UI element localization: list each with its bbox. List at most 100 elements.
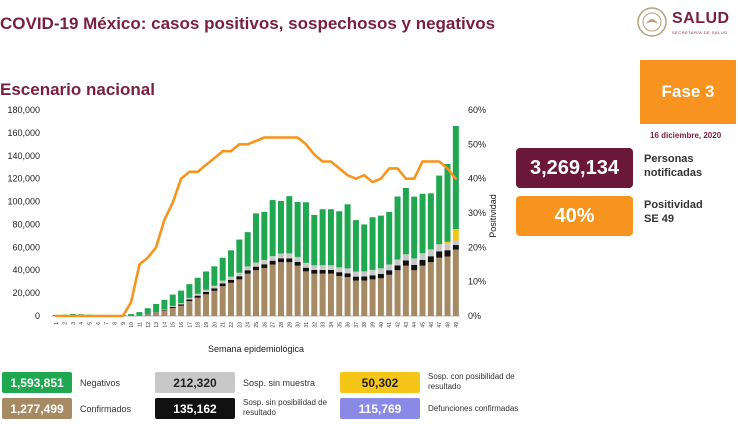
bar-segment (178, 305, 185, 316)
bar-segment (211, 285, 218, 289)
chart-subtitle: Escenario nacional (0, 80, 155, 99)
bar-segment (369, 279, 376, 316)
legend-confirmados-value: 1,277,499 (2, 398, 72, 419)
bar-segment (344, 268, 351, 274)
y2-tick-label: 0% (468, 311, 481, 321)
y2-tick-label: 30% (468, 208, 486, 218)
legend-sosp-con-posibilidad-value: 50,302 (340, 372, 420, 393)
salud-logo: SALUD SECRETARÍA DE SALUD (636, 6, 736, 42)
bar-segment (253, 213, 259, 263)
y-tick-label: 20,000 (12, 288, 40, 298)
bar-segment (261, 267, 268, 316)
bar-segment (294, 265, 301, 316)
bar-segment (319, 269, 326, 274)
y2-tick-label: 40% (468, 174, 486, 184)
bar-segment (286, 262, 293, 316)
bar-segment (361, 280, 368, 316)
x-tick-label: 21 (221, 322, 227, 328)
bar-segment (452, 245, 459, 250)
bar-segment (269, 200, 276, 257)
x-tick-label: 10 (129, 322, 135, 328)
chart-bars (53, 126, 459, 316)
bar-segment (369, 269, 376, 276)
bar-segment (219, 257, 226, 281)
x-tick-label: 29 (287, 322, 293, 328)
bar-segment (203, 271, 210, 290)
y-tick-label: 0 (35, 311, 40, 321)
bar-segment (286, 258, 293, 263)
bar-segment (253, 266, 259, 271)
x-tick-label: 48 (446, 322, 452, 328)
y-tick-label: 100,000 (7, 197, 40, 207)
bar-segment (361, 276, 368, 281)
bar-segment (436, 257, 443, 316)
x-tick-label: 19 (204, 322, 210, 328)
x-tick-label: 16 (179, 322, 185, 328)
bar-segment (253, 270, 259, 316)
legend-sosp-sin-posibilidad-value: 135,162 (155, 398, 235, 419)
bar-segment (203, 294, 210, 316)
bar-segment (169, 307, 176, 316)
bar-segment (169, 306, 176, 308)
x-tick-label: 30 (296, 322, 302, 328)
bar-segment (302, 262, 309, 268)
x-tick-label: 44 (412, 322, 418, 328)
bar-segment (211, 290, 218, 316)
x-tick-label: 35 (337, 322, 343, 328)
x-tick-label: 40 (379, 322, 385, 328)
bar-segment (186, 297, 193, 300)
bar-segment (128, 314, 135, 316)
x-tick-label: 27 (271, 322, 277, 328)
x-tick-label: 25 (254, 322, 260, 328)
bar-segment (169, 294, 176, 307)
y-tick-label: 140,000 (7, 151, 40, 161)
bar-segment (427, 256, 434, 263)
x-tick-label: 18 (196, 322, 202, 328)
bar-segment (161, 299, 168, 310)
bar-segment (153, 303, 160, 312)
bar-segment (386, 270, 393, 275)
bar-segment (402, 254, 409, 261)
x-tick-label: 31 (304, 322, 310, 328)
positivity-label-line2: SE 49 (644, 213, 674, 225)
bar-segment (352, 280, 359, 316)
bar-segment (361, 271, 368, 277)
x-axis-label: Semana epidemiológica (208, 344, 304, 354)
bar-segment (277, 200, 284, 254)
bar-segment (344, 277, 351, 316)
x-tick-label: 32 (312, 322, 318, 328)
x-axis: 1 2 3 4 5 6 7 8 9 10 11 12 13 14 15 16 17 18 19 20 21 22 23 24 2… (54, 322, 460, 328)
bar-segment (402, 265, 409, 316)
bar-segment (369, 217, 376, 270)
legend-defunciones-label: Defunciones confirmadas (428, 404, 519, 413)
bar-segment (186, 301, 193, 316)
bar-segment (352, 220, 359, 272)
bar-segment (203, 289, 210, 292)
legend-sosp-sin-posibilidad-label: Sosp. sin posibilidad de resultado (243, 398, 327, 418)
legend-sosp-con-posibilidad-label: Sosp. con posibilidad de resultado (428, 372, 515, 392)
y-tick-label: 180,000 (7, 105, 40, 115)
y-tick-label: 60,000 (12, 242, 40, 252)
bar-segment (386, 264, 393, 271)
bar-segment (377, 215, 384, 269)
bar-segment (269, 260, 276, 265)
x-tick-label: 49 (454, 322, 460, 328)
bar-segment (277, 262, 284, 316)
notified-label: Personas notificadas (644, 152, 702, 180)
bar-segment (269, 264, 276, 316)
bar-segment (194, 297, 201, 316)
bar-segment (161, 310, 168, 311)
bar-segment (211, 288, 218, 291)
x-tick-label: 2 (62, 322, 68, 325)
legend-sosp-sin-posibilidad-line2: resultado (243, 408, 276, 417)
left-y-axis: 0 20,000 40,000 60,000 80,000 100,000 120,000 1… (7, 105, 40, 321)
bar-segment (336, 275, 343, 316)
notified-label-line1: Personas (644, 153, 694, 165)
bar-segment (244, 232, 251, 267)
bar-segment (269, 256, 276, 261)
bar-segment (327, 265, 334, 270)
bar-segment (228, 279, 235, 283)
bar-segment (294, 202, 301, 257)
bar-segment (419, 253, 426, 260)
bar-segment (402, 187, 409, 255)
